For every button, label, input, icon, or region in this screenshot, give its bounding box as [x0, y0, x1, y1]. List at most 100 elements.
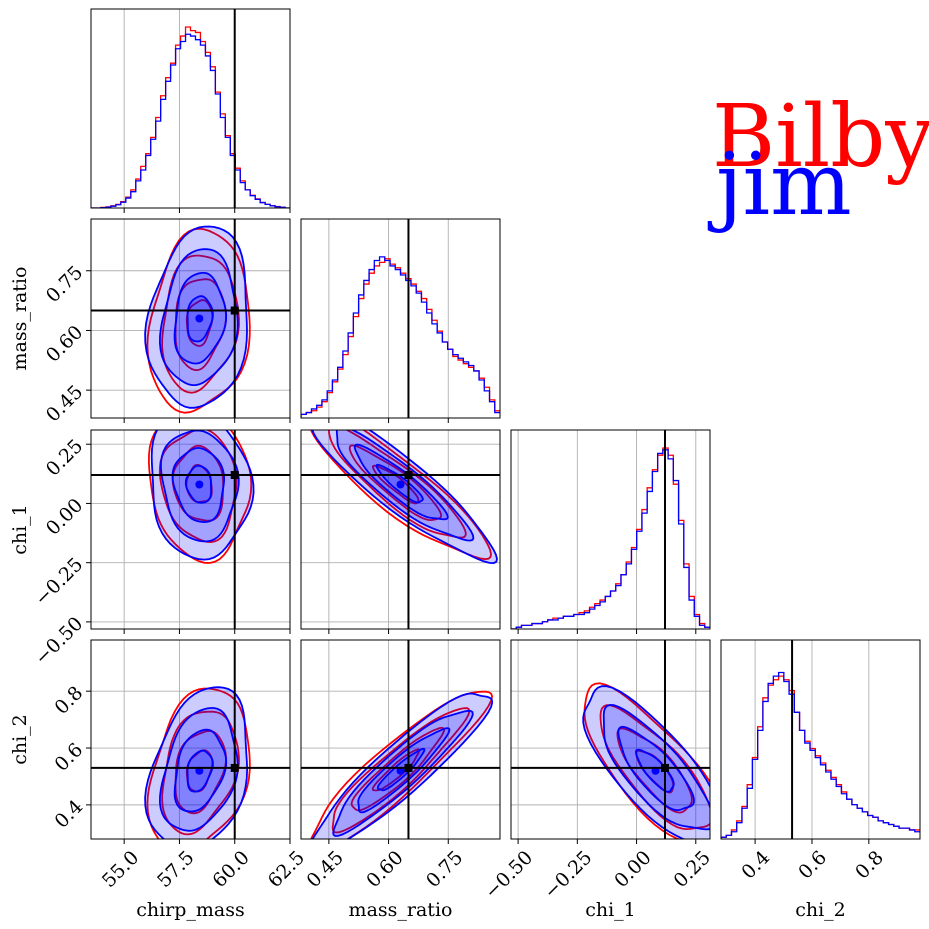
histogram-jim — [721, 671, 920, 839]
tick-label-chi_2: 0.4 — [50, 796, 87, 833]
histogram-jim — [511, 449, 710, 629]
tick-label-chirp_mass: 60.0 — [208, 847, 253, 892]
tick-label-chirp_mass: 57.5 — [153, 847, 198, 892]
contour-bilby — [583, 682, 710, 839]
panel-content — [511, 430, 710, 629]
tick-label-chi_1: −0.25 — [31, 553, 88, 610]
contour-jim — [150, 430, 255, 561]
contour-jim — [144, 225, 248, 409]
contour-jim — [375, 463, 424, 504]
density-peak — [195, 314, 204, 323]
legend-label-bilby: Bilby — [712, 87, 929, 187]
panel-chirp_mass-mass_ratio — [86, 218, 291, 423]
panel-chirp_mass-chirp_mass — [90, 8, 291, 213]
panel-content — [301, 430, 500, 629]
panel-frame — [90, 218, 291, 419]
contour-bilby — [147, 430, 253, 564]
contour-bilby — [158, 430, 238, 544]
axis-label-x-chi_1: chi_1 — [585, 899, 636, 921]
axis-label-y-chi_1: chi_1 — [9, 504, 31, 555]
panel-content — [91, 219, 290, 418]
axis-label-x-mass_ratio: mass_ratio — [349, 899, 453, 921]
contour-jim — [173, 728, 228, 813]
panel-chirp_mass-chi_1 — [86, 429, 291, 634]
contour-jim — [158, 707, 239, 832]
histogram-bilby — [91, 26, 290, 208]
panel-mass_ratio-mass_ratio — [300, 218, 501, 423]
contour-jim — [158, 248, 239, 386]
contour-jim — [376, 747, 426, 792]
histogram-jim — [301, 256, 500, 418]
contour-bilby — [161, 710, 240, 836]
tick-label-chi_1: 0.25 — [669, 847, 714, 892]
histogram-bilby — [301, 258, 500, 418]
tick-label-mass_ratio: 0.60 — [42, 321, 87, 366]
contour-jim — [186, 295, 214, 343]
panel-content — [91, 9, 290, 208]
legend-label-jim: jim — [707, 135, 852, 235]
panel-frame — [510, 429, 711, 630]
panel-content — [721, 640, 920, 839]
density-peak — [396, 480, 405, 489]
panel-frame — [90, 8, 291, 209]
axis-label-y-mass_ratio: mass_ratio — [9, 267, 31, 371]
tick-label-chi_2: 0.8 — [851, 847, 888, 884]
tick-label-mass_ratio: 0.60 — [362, 847, 407, 892]
density-peak — [195, 480, 204, 489]
contour-bilby — [146, 687, 251, 839]
tick-label-chi_2: 0.6 — [50, 739, 87, 776]
contour-fill-jim — [583, 686, 710, 839]
tick-label-mass_ratio: 0.75 — [42, 262, 87, 307]
tick-label-chirp_mass: 62.5 — [264, 847, 309, 892]
contour-fill-jim — [336, 430, 474, 541]
contour-jim — [353, 443, 449, 521]
truth-marker — [404, 763, 413, 772]
tick-label-chi_1: −0.50 — [481, 847, 538, 904]
contour-jim — [186, 749, 214, 793]
contour-jim — [173, 272, 228, 365]
contour-bilby — [310, 430, 492, 561]
contour-jim — [184, 464, 212, 504]
tick-label-chi_1: −0.50 — [31, 613, 88, 670]
axis-labels-layer: chirp_mass mass_ratio chi_1 chi_2 mass_ratio… — [9, 267, 846, 921]
contour-bilby — [331, 707, 471, 834]
histogram-jim — [91, 33, 290, 208]
panel-content — [91, 640, 290, 839]
tick-label-chi_2: 0.8 — [50, 682, 87, 719]
panel-frame — [300, 429, 501, 630]
tick-label-mass_ratio: 0.45 — [42, 381, 87, 426]
truth-marker — [660, 763, 669, 772]
contour-bilby — [371, 748, 421, 792]
contour-jim — [582, 685, 710, 839]
contour-jim — [617, 725, 695, 812]
contour-jim — [335, 430, 475, 542]
tick-label-chi_1: 0.00 — [610, 847, 655, 892]
tick-label-mass_ratio: 0.45 — [303, 847, 348, 892]
legend: Bilby jim — [707, 87, 929, 235]
panel-frame — [300, 639, 501, 840]
panels-layer — [86, 8, 921, 844]
contour-jim — [311, 692, 494, 839]
tick-label-chi_1: −0.25 — [540, 847, 597, 904]
panel-frame — [300, 218, 501, 419]
axis-label-x-chirp_mass: chirp_mass — [136, 899, 245, 921]
panel-frame — [720, 639, 921, 840]
panel-chirp_mass-chi_2 — [86, 639, 291, 844]
contour-jim — [311, 430, 498, 565]
panel-chi_1-chi_2 — [510, 639, 711, 844]
panel-mass_ratio-chi_1 — [300, 429, 501, 634]
contour-jim — [332, 709, 474, 837]
tick-label-chi_2: 0.4 — [737, 847, 774, 884]
panel-frame — [510, 639, 711, 840]
panel-chi_2-chi_2 — [720, 639, 921, 844]
truth-marker — [230, 471, 239, 480]
panel-content — [301, 219, 500, 418]
contour-jim — [171, 447, 225, 524]
contour-bilby — [310, 690, 494, 839]
panel-mass_ratio-chi_2 — [300, 639, 501, 844]
tick-label-chi_1: 0.25 — [42, 435, 87, 480]
axis-label-y-chi_2: chi_2 — [9, 714, 31, 765]
contour-jim — [602, 703, 710, 831]
contour-jim — [159, 430, 240, 543]
